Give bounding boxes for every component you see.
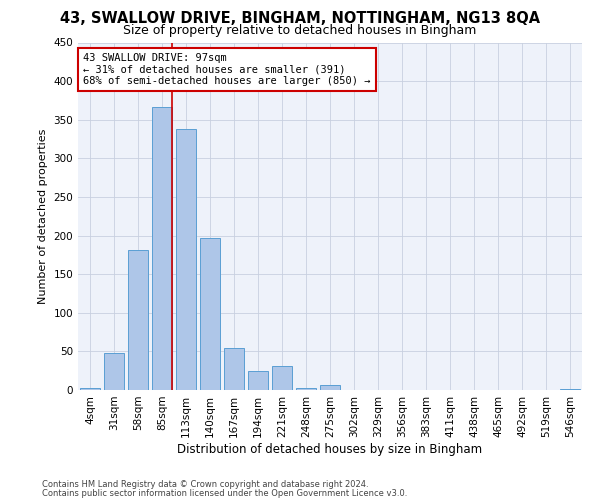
X-axis label: Distribution of detached houses by size in Bingham: Distribution of detached houses by size … <box>178 442 482 456</box>
Bar <box>152 106 172 390</box>
Text: Contains public sector information licensed under the Open Government Licence v3: Contains public sector information licen… <box>42 489 407 498</box>
Y-axis label: Number of detached properties: Number of detached properties <box>38 128 48 304</box>
Bar <box>104 353 124 390</box>
Bar <box>224 348 244 390</box>
Text: 43, SWALLOW DRIVE, BINGHAM, NOTTINGHAM, NG13 8QA: 43, SWALLOW DRIVE, BINGHAM, NOTTINGHAM, … <box>60 11 540 26</box>
Bar <box>320 386 340 390</box>
Text: Contains HM Land Registry data © Crown copyright and database right 2024.: Contains HM Land Registry data © Crown c… <box>42 480 368 489</box>
Bar <box>248 370 268 390</box>
Text: Size of property relative to detached houses in Bingham: Size of property relative to detached ho… <box>124 24 476 37</box>
Bar <box>272 366 292 390</box>
Bar <box>128 250 148 390</box>
Bar <box>296 388 316 390</box>
Bar <box>560 389 580 390</box>
Bar <box>176 129 196 390</box>
Text: 43 SWALLOW DRIVE: 97sqm
← 31% of detached houses are smaller (391)
68% of semi-d: 43 SWALLOW DRIVE: 97sqm ← 31% of detache… <box>83 53 371 86</box>
Bar <box>80 388 100 390</box>
Bar <box>200 238 220 390</box>
